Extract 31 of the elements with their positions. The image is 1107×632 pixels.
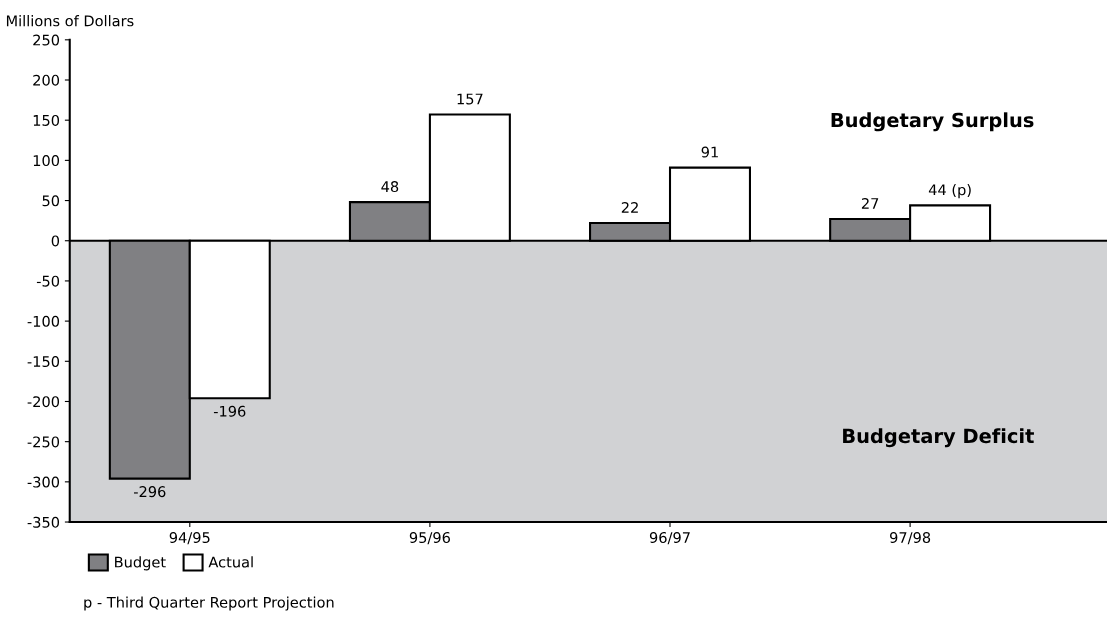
band-label: Budgetary Deficit — [843, 428, 1034, 448]
y-tick-label: 100 — [33, 155, 60, 167]
y-tick-label: 0 — [51, 235, 60, 247]
y-tick-label: -200 — [27, 396, 60, 408]
y-tick-label: -100 — [27, 315, 60, 327]
data-label: 22 — [621, 201, 638, 213]
legend-label: Budget — [115, 556, 166, 571]
y-axis-title: Millions of Dollars — [6, 15, 134, 27]
y-tick-label: 50 — [42, 195, 60, 207]
data-label: 91 — [701, 146, 718, 158]
data-label: 157 — [457, 93, 483, 105]
legend-label: Actual — [208, 556, 253, 568]
y-tick-label: -350 — [27, 516, 60, 528]
y-tick-label: 250 — [33, 34, 60, 46]
data-label: -196 — [213, 405, 246, 417]
annotation: Budgetary Surplus — [831, 112, 1034, 132]
y-tick-label: -250 — [27, 436, 60, 448]
y-tick-label: -300 — [27, 476, 60, 488]
y-tick-label: -50 — [36, 275, 60, 287]
x-tick-label: 96/97 — [649, 532, 690, 545]
x-tick-label: 97/98 — [890, 532, 931, 545]
x-tick-label: 94/95 — [169, 532, 210, 545]
y-tick-label: 200 — [33, 74, 60, 86]
data-label: -296 — [133, 486, 166, 498]
y-tick-label: -150 — [27, 356, 60, 368]
x-tick-label: 95/96 — [409, 532, 450, 545]
data-label: 27 — [861, 197, 879, 209]
text: p - Third Quarter Report Projection — [84, 596, 334, 611]
data-label: 44 (p) — [928, 184, 971, 199]
y-tick-label: 150 — [33, 114, 60, 126]
data-label: 48 — [381, 181, 399, 193]
